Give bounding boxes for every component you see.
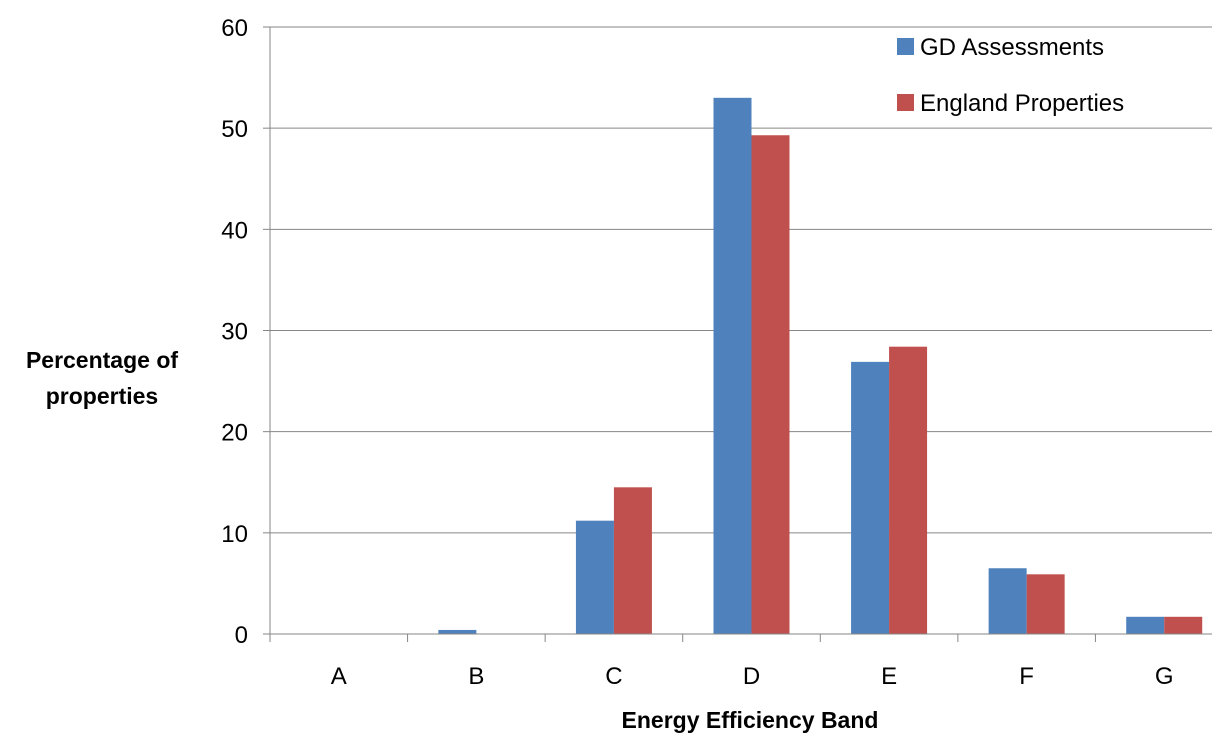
y-tick-label-30: 30 <box>221 319 248 346</box>
bar-england-properties-E <box>889 346 928 634</box>
y-tick-label-10: 10 <box>221 521 248 548</box>
x-tick-label-G: G <box>1155 663 1174 690</box>
x-tick-labels: A B C D E F G <box>331 663 1174 690</box>
x-tick-label-B: B <box>468 663 484 690</box>
bar-gd-assessments-F <box>988 568 1027 634</box>
bar-gd-assessments-C <box>575 520 614 634</box>
x-tick-label-E: E <box>881 663 897 690</box>
y-axis-title-line-1: Percentage of <box>26 347 178 373</box>
bar-england-properties-D <box>751 135 790 634</box>
legend: GD Assessments England Properties <box>897 34 1124 117</box>
legend-swatch-england-properties <box>897 94 914 111</box>
y-tick-label-60: 60 <box>221 15 248 42</box>
y-tick-label-40: 40 <box>221 217 248 244</box>
y-tick-label-20: 20 <box>221 420 248 447</box>
bar-gd-assessments-G <box>1126 616 1165 634</box>
y-axis-title-line-2: properties <box>46 383 158 409</box>
bar-gd-assessments-B <box>438 629 477 634</box>
bar-england-properties-F <box>1026 574 1065 634</box>
bar-england-properties-G <box>1164 616 1203 634</box>
legend-swatch-gd-assessments <box>897 38 914 55</box>
bars <box>438 97 1203 635</box>
x-tick-label-A: A <box>331 663 347 690</box>
legend-label-england-properties: England Properties <box>920 90 1124 117</box>
y-tick-label-0: 0 <box>235 622 248 649</box>
x-tick-label-D: D <box>743 663 760 690</box>
x-tick-label-F: F <box>1019 663 1034 690</box>
bar-gd-assessments-E <box>851 361 890 634</box>
legend-label-gd-assessments: GD Assessments <box>920 34 1104 61</box>
x-tick-label-C: C <box>605 663 622 690</box>
y-tick-label-50: 50 <box>221 116 248 143</box>
axes <box>269 27 1212 642</box>
x-axis-title: Energy Efficiency Band <box>622 707 879 733</box>
bar-gd-assessments-D <box>713 97 752 635</box>
y-tick-labels: 0 10 20 30 40 50 60 <box>221 15 248 649</box>
bar-england-properties-C <box>613 487 652 634</box>
